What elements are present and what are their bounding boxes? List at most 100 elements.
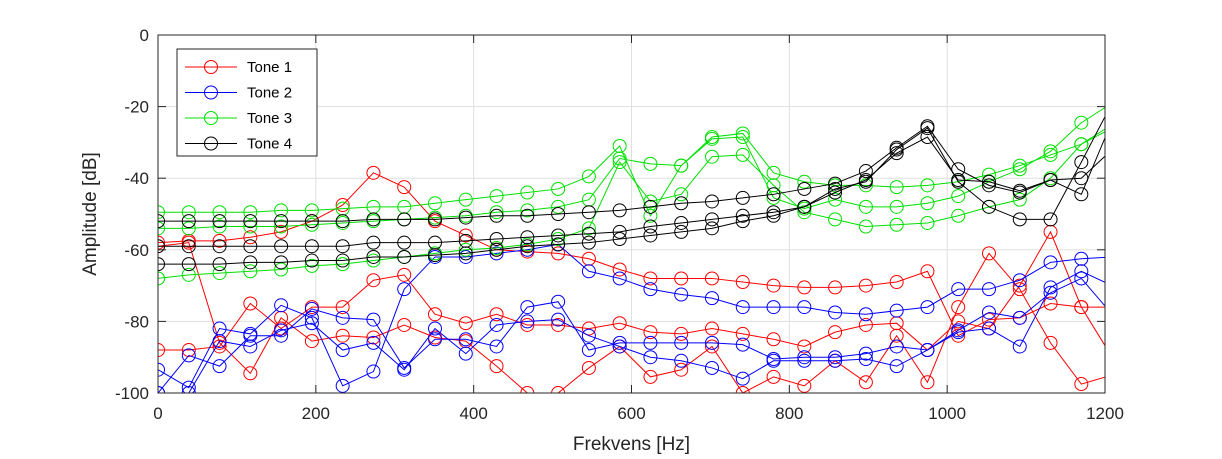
- data-point-tone-2: [951, 282, 966, 297]
- data-point-tone-3: [643, 208, 658, 223]
- data-point-tone-4: [581, 205, 596, 220]
- data-point-tone-4: [1043, 212, 1058, 227]
- data-point-tone-3: [520, 203, 535, 218]
- data-point-tone-1: [1012, 282, 1027, 297]
- data-point-tone-2: [335, 378, 350, 393]
- data-point-tone-3: [551, 181, 566, 196]
- data-point-tone-4: [704, 194, 719, 209]
- data-point-tone-1: [797, 339, 812, 354]
- data-point-tone-3: [1043, 144, 1058, 159]
- data-point-tone-2: [489, 246, 504, 261]
- data-point-tone-3: [458, 242, 473, 257]
- data-point-tone-2: [397, 282, 412, 297]
- data-point-tone-2: [335, 343, 350, 358]
- data-point-tone-2: [520, 314, 535, 329]
- data-point-tone-3: [889, 217, 904, 232]
- data-point-tone-4: [397, 212, 412, 227]
- data-point-tone-1: [1074, 377, 1089, 392]
- data-point-tone-3: [643, 156, 658, 171]
- data-point-tone-4: [1012, 212, 1027, 227]
- y-tick-label: 0: [140, 26, 149, 45]
- data-point-tone-1: [158, 343, 165, 358]
- data-point-tone-2: [366, 335, 381, 350]
- data-point-tone-3: [274, 262, 289, 277]
- x-tick-label: 1000: [928, 404, 966, 423]
- data-point-tone-2: [643, 350, 658, 365]
- data-point-tone-3: [797, 174, 812, 189]
- data-point-tone-4: [181, 239, 196, 254]
- data-point-tone-3: [335, 257, 350, 272]
- data-point-tone-4: [158, 239, 165, 254]
- data-point-tone-4: [1043, 172, 1058, 187]
- legend-label-tone-2: Tone 2: [247, 85, 292, 102]
- data-point-tone-4: [158, 214, 165, 229]
- data-point-tone-2: [643, 335, 658, 350]
- data-point-tone-4: [674, 215, 689, 230]
- legend: Tone 1 Tone 2 Tone 3 Tone 4: [176, 48, 318, 157]
- data-point-tone-1: [643, 325, 658, 340]
- data-point-tone-2: [1043, 255, 1058, 270]
- x-tick-label: 200: [302, 404, 330, 423]
- data-point-tone-3: [704, 149, 719, 164]
- data-point-tone-3: [766, 178, 781, 193]
- data-point-tone-2: [951, 323, 966, 338]
- data-point-tone-2: [889, 303, 904, 318]
- data-point-tone-3: [951, 189, 966, 204]
- data-point-tone-3: [951, 208, 966, 223]
- data-point-tone-2: [397, 362, 412, 377]
- data-point-tone-1: [181, 343, 196, 358]
- data-point-tone-4: [858, 172, 873, 187]
- data-point-tone-4: [704, 212, 719, 227]
- data-point-tone-1: [674, 271, 689, 286]
- data-point-tone-1: [828, 325, 843, 340]
- data-point-tone-2: [581, 328, 596, 343]
- data-point-tone-2: [735, 337, 750, 352]
- data-point-tone-3: [612, 155, 627, 170]
- data-point-tone-2: [1043, 280, 1058, 295]
- data-point-tone-4: [920, 130, 935, 145]
- data-point-tone-3: [274, 219, 289, 234]
- series-tone-4: [158, 115, 1105, 272]
- y-tick-label: -20: [124, 98, 149, 117]
- data-point-tone-2: [797, 350, 812, 365]
- data-point-tone-2: [158, 362, 165, 377]
- data-point-tone-2: [520, 300, 535, 315]
- data-point-tone-4: [551, 207, 566, 221]
- data-point-tone-1: [427, 307, 442, 322]
- data-point-tone-3: [427, 196, 442, 211]
- data-point-tone-3: [612, 151, 627, 166]
- data-point-tone-3: [489, 189, 504, 204]
- data-point-tone-4: [766, 205, 781, 220]
- data-point-tone-2: [858, 346, 873, 361]
- y-tick-label: -60: [124, 241, 149, 260]
- data-point-tone-4: [643, 219, 658, 234]
- data-point-tone-2: [581, 264, 596, 279]
- data-point-tone-4: [489, 208, 504, 223]
- data-point-tone-2: [797, 300, 812, 315]
- data-point-tone-1: [981, 246, 996, 261]
- data-point-tone-1: [181, 235, 196, 250]
- series-line-tone-4: [158, 125, 1105, 222]
- data-point-tone-2: [674, 353, 689, 368]
- legend-marker-tone-4: [204, 136, 218, 151]
- data-point-tone-4: [212, 214, 227, 229]
- legend-label-tone-1: Tone 1: [247, 59, 292, 76]
- data-point-tone-3: [158, 271, 165, 286]
- data-point-tone-4: [335, 214, 350, 229]
- data-point-tone-2: [735, 300, 750, 315]
- data-point-tone-1: [489, 359, 504, 374]
- data-point-tone-1: [335, 300, 350, 315]
- data-point-tone-4: [243, 214, 258, 229]
- data-point-tone-4: [735, 190, 750, 205]
- data-point-tone-3: [212, 219, 227, 234]
- data-point-tone-2: [243, 328, 258, 343]
- data-point-tone-1: [366, 330, 381, 345]
- data-point-tone-3: [458, 192, 473, 207]
- data-point-tone-2: [858, 351, 873, 366]
- data-point-tone-4: [304, 214, 319, 229]
- data-point-tone-2: [920, 343, 935, 358]
- data-point-tone-3: [243, 264, 258, 279]
- y-tick-label: -80: [124, 312, 149, 331]
- data-point-tone-4: [212, 239, 227, 254]
- data-point-tone-3: [581, 221, 596, 236]
